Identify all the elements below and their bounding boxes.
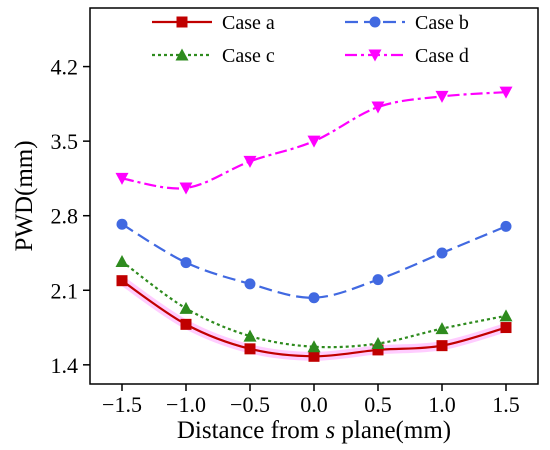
data-point-case-a	[180, 318, 192, 330]
data-point-case-d	[115, 172, 129, 185]
data-point-case-d	[371, 101, 385, 114]
x-tick-label: −1.0	[166, 392, 206, 417]
data-point-case-a	[372, 344, 384, 356]
legend-label: Case d	[415, 45, 469, 67]
legend: Case a Case b Case c Case d	[152, 12, 469, 67]
data-point-case-a	[244, 343, 256, 355]
data-point-case-a	[500, 322, 512, 334]
series-line-case-b	[121, 223, 507, 299]
data-point-case-b	[244, 278, 256, 290]
data-point-case-b	[180, 257, 192, 269]
x-axis-label: Distance from s plane(mm)	[177, 417, 451, 444]
data-point-case-b	[500, 220, 512, 232]
legend-marker	[175, 48, 189, 61]
x-tick-label: 1.5	[492, 392, 520, 417]
x-tick-label: 0.5	[364, 392, 392, 417]
legend-marker	[369, 16, 381, 28]
legend-marker	[368, 49, 382, 62]
data-point-case-c	[499, 309, 513, 322]
y-tick-label: 1.4	[51, 353, 79, 378]
data-point-case-c	[179, 301, 193, 314]
x-axis-label-suffix: plane(mm)	[335, 417, 451, 444]
data-point-case-c	[435, 322, 449, 335]
data-point-case-b	[436, 247, 448, 259]
data-point-case-a	[436, 340, 448, 352]
legend-label: Case b	[415, 12, 469, 34]
legend-item-case-d: Case d	[345, 45, 469, 67]
legend-item-case-a: Case a	[152, 12, 275, 34]
x-tick-label: 1.0	[428, 392, 456, 417]
y-tick-label: 4.2	[51, 55, 79, 80]
y-tick-label: 2.1	[51, 278, 79, 303]
y-tick-label: 2.8	[51, 204, 79, 229]
series-case-c	[115, 255, 513, 353]
x-tick-label: 0.0	[300, 392, 328, 417]
data-point-case-d	[307, 135, 321, 148]
series-case-d	[115, 86, 513, 195]
legend-label: Case a	[222, 12, 275, 34]
x-tick-label: −1.5	[102, 392, 142, 417]
axis-ticks: −1.5 −1.0 −0.5 0.0 0.5 1.0 1.5 1.4 2.1 2.8 3.5 4.2	[51, 55, 520, 417]
plot-area-frame	[89, 7, 539, 385]
data-point-case-a	[116, 275, 128, 287]
series-layer	[115, 86, 513, 362]
legend-item-case-b: Case b	[345, 12, 469, 34]
x-axis-label-italic: s	[325, 417, 335, 444]
data-point-case-b	[308, 292, 320, 304]
data-point-case-d	[499, 86, 513, 99]
y-tick-label: 3.5	[51, 129, 79, 154]
x-axis-label-prefix: Distance from	[177, 417, 326, 444]
data-point-case-d	[435, 90, 449, 103]
data-point-case-c	[243, 329, 257, 342]
data-point-case-c	[371, 337, 385, 350]
series-case-a	[116, 275, 512, 362]
data-point-case-a	[308, 350, 320, 362]
x-tick-label: −0.5	[230, 392, 270, 417]
data-point-case-d	[179, 182, 193, 195]
legend-label: Case c	[222, 45, 275, 67]
series-line-case-c	[121, 260, 507, 349]
y-axis-label: PWD(mm)	[11, 140, 38, 251]
data-point-case-d	[243, 155, 257, 168]
data-point-case-c	[115, 255, 129, 268]
legend-item-case-c: Case c	[152, 45, 275, 67]
series-case-b	[116, 218, 512, 304]
data-point-case-c	[307, 340, 321, 353]
data-point-case-b	[116, 218, 128, 230]
data-point-case-b	[372, 274, 384, 286]
legend-marker	[176, 16, 188, 28]
